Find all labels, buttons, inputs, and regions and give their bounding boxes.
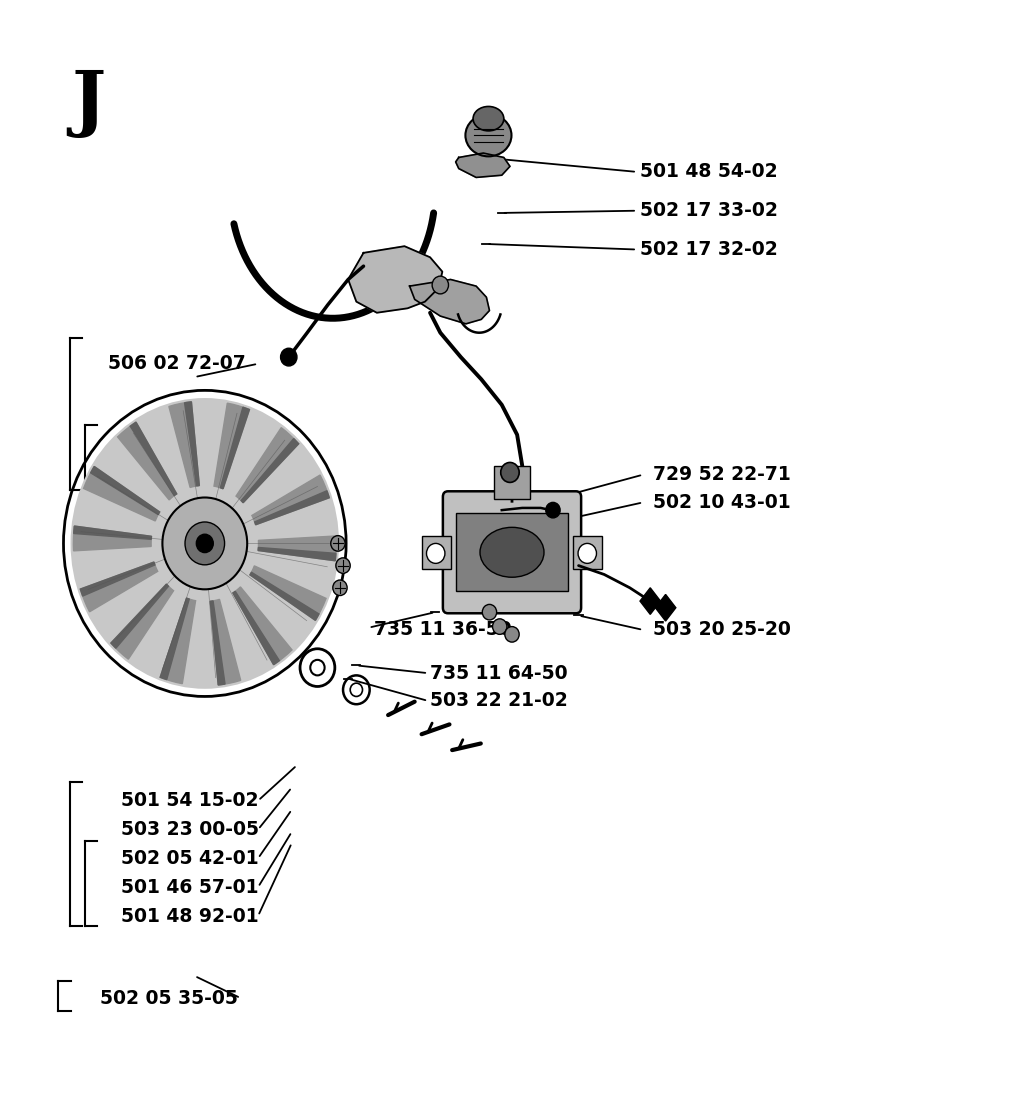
- Circle shape: [505, 627, 519, 642]
- Wedge shape: [80, 562, 158, 612]
- Circle shape: [501, 462, 519, 482]
- Circle shape: [336, 558, 350, 573]
- Circle shape: [426, 543, 444, 563]
- Wedge shape: [232, 587, 292, 664]
- Wedge shape: [241, 438, 299, 502]
- Wedge shape: [118, 423, 177, 500]
- Circle shape: [493, 619, 507, 634]
- Polygon shape: [410, 279, 489, 324]
- FancyBboxPatch shape: [442, 491, 582, 613]
- Text: J: J: [72, 67, 105, 138]
- Wedge shape: [210, 599, 241, 685]
- Polygon shape: [655, 594, 676, 621]
- Ellipse shape: [465, 114, 512, 156]
- Wedge shape: [250, 572, 318, 620]
- Bar: [494, 466, 530, 499]
- Polygon shape: [640, 588, 660, 614]
- Wedge shape: [232, 591, 280, 664]
- Bar: [422, 536, 451, 569]
- Circle shape: [163, 498, 247, 589]
- Text: 729 52 22-71: 729 52 22-71: [653, 465, 792, 485]
- Text: 503 22 21-02: 503 22 21-02: [430, 691, 568, 711]
- Wedge shape: [169, 401, 200, 488]
- Text: 501 48 92-01: 501 48 92-01: [121, 906, 258, 926]
- Wedge shape: [160, 598, 189, 680]
- Wedge shape: [111, 584, 173, 659]
- Text: 502 05 42-01: 502 05 42-01: [121, 848, 258, 868]
- Bar: [573, 536, 602, 569]
- Wedge shape: [258, 536, 336, 561]
- Wedge shape: [258, 548, 336, 561]
- Polygon shape: [348, 246, 442, 313]
- Text: 501 53 16-01: 501 53 16-01: [121, 431, 258, 451]
- Circle shape: [71, 398, 339, 689]
- Text: 501 54 15-02: 501 54 15-02: [121, 791, 258, 811]
- Circle shape: [546, 502, 560, 518]
- Wedge shape: [252, 475, 330, 525]
- Text: 502 17 32-02: 502 17 32-02: [640, 240, 778, 260]
- Circle shape: [333, 580, 347, 596]
- Text: 502 10 43-01: 502 10 43-01: [653, 492, 791, 512]
- Text: 503 20 25-20: 503 20 25-20: [653, 620, 792, 640]
- Circle shape: [482, 604, 497, 620]
- Text: 505 27 75-16: 505 27 75-16: [121, 460, 258, 480]
- Polygon shape: [456, 153, 510, 177]
- Text: 501 48 54-02: 501 48 54-02: [640, 162, 777, 182]
- Wedge shape: [80, 562, 155, 596]
- Wedge shape: [111, 584, 169, 649]
- Circle shape: [331, 536, 345, 551]
- Wedge shape: [74, 526, 152, 551]
- Wedge shape: [210, 601, 225, 685]
- Wedge shape: [184, 401, 200, 486]
- Ellipse shape: [473, 106, 504, 131]
- Circle shape: [432, 276, 449, 294]
- Bar: [457, 513, 567, 591]
- Wedge shape: [237, 428, 299, 502]
- Text: 506 02 72-07: 506 02 72-07: [108, 354, 246, 374]
- Wedge shape: [130, 423, 177, 496]
- Circle shape: [185, 522, 224, 564]
- Ellipse shape: [480, 528, 544, 578]
- Text: 502 05 35-05: 502 05 35-05: [100, 988, 239, 1008]
- Wedge shape: [214, 404, 250, 489]
- Wedge shape: [84, 467, 160, 521]
- Wedge shape: [160, 598, 196, 683]
- Circle shape: [281, 348, 297, 366]
- Wedge shape: [220, 407, 250, 489]
- Text: 735 11 64-50: 735 11 64-50: [430, 663, 567, 683]
- Circle shape: [197, 535, 213, 552]
- Circle shape: [578, 543, 596, 563]
- Text: 502 17 33-02: 502 17 33-02: [640, 201, 778, 221]
- Text: 501 46 57-01: 501 46 57-01: [121, 877, 258, 897]
- Text: 503 23 00-05: 503 23 00-05: [121, 820, 259, 840]
- Text: 735 11 36-50: 735 11 36-50: [374, 620, 512, 640]
- Wedge shape: [250, 566, 326, 620]
- Wedge shape: [91, 467, 160, 515]
- Wedge shape: [255, 491, 330, 525]
- Wedge shape: [74, 526, 152, 539]
